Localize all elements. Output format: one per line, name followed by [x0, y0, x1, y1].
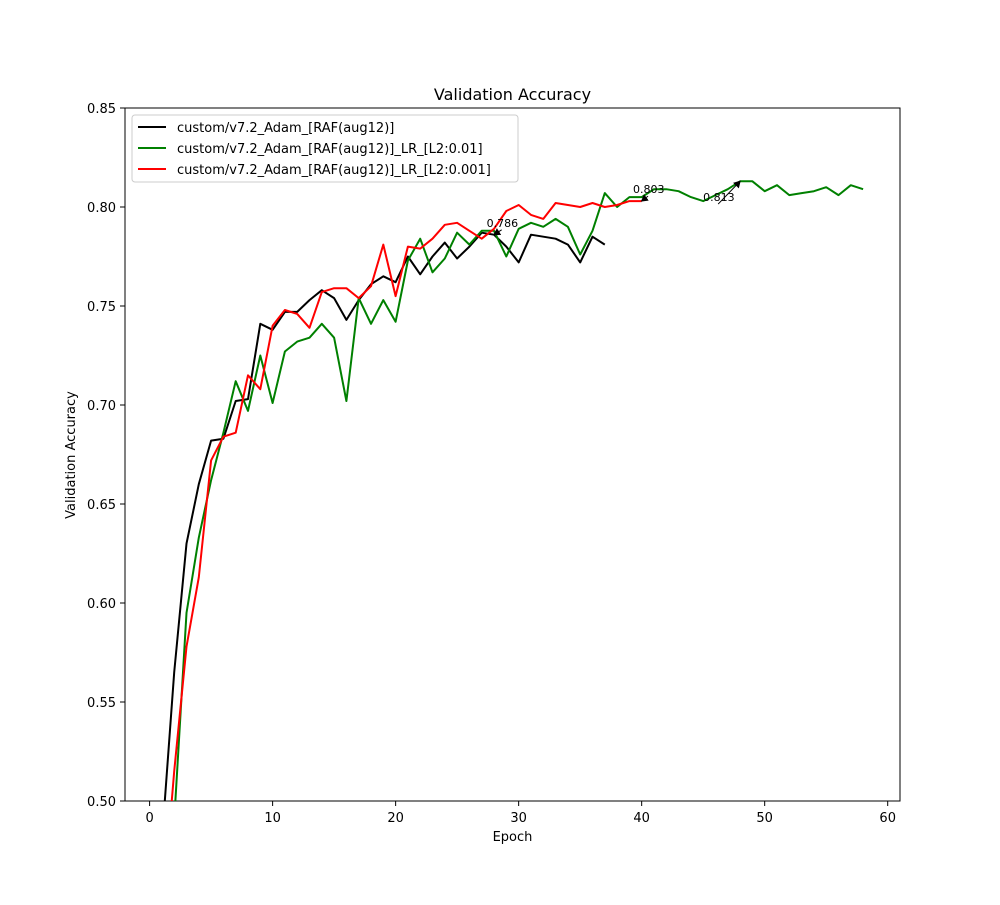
series-layer	[163, 180, 864, 801]
y-tick-label: 0.60	[87, 597, 116, 612]
x-tick-label: 60	[879, 811, 896, 826]
legend-label-2: custom/v7.2_Adam_[RAF(aug12)]_LR_[L2:0.0…	[177, 163, 491, 178]
y-tick-label: 0.80	[87, 201, 116, 216]
series-line-1	[174, 180, 864, 801]
y-axis-ticks: 0.50 0.55 0.60 0.65 0.70 0.75 0.80 0.85	[87, 102, 125, 810]
chart-title: Validation Accuracy	[434, 85, 591, 104]
annotation-arrow-0	[493, 228, 502, 236]
series-line-0	[163, 231, 606, 801]
legend: custom/v7.2_Adam_[RAF(aug12)] custom/v7.…	[131, 114, 519, 183]
x-tick-label: 10	[264, 811, 281, 826]
annotation-arrow-2	[717, 180, 741, 205]
y-tick-label: 0.65	[87, 498, 116, 513]
y-axis-label: Validation Accuracy	[64, 391, 79, 519]
y-tick-label: 0.85	[87, 102, 116, 117]
series-line-2	[170, 200, 642, 801]
x-axis-ticks: 0 10 20 30 40 50 60	[145, 801, 896, 826]
legend-label-1: custom/v7.2_Adam_[RAF(aug12)]_LR_[L2:0.0…	[177, 142, 483, 157]
y-tick-label: 0.50	[87, 795, 116, 810]
annotation-label-2: 0.813	[703, 191, 735, 204]
annotation-label-1: 0.803	[633, 183, 665, 196]
plot-area	[124, 107, 901, 802]
annotation-label-0: 0.786	[487, 217, 518, 230]
y-tick-label: 0.75	[87, 300, 116, 315]
y-tick-label: 0.70	[87, 399, 116, 414]
x-tick-label: 20	[387, 811, 404, 826]
x-tick-label: 30	[510, 811, 527, 826]
legend-box	[131, 114, 519, 183]
annotations-layer: 0.786 0.803 0.813	[487, 180, 741, 236]
y-tick-label: 0.55	[87, 696, 116, 711]
legend-label-0: custom/v7.2_Adam_[RAF(aug12)]	[177, 121, 394, 136]
x-tick-label: 40	[633, 811, 650, 826]
x-tick-label: 50	[756, 811, 773, 826]
x-tick-label: 0	[145, 811, 153, 826]
x-axis-label: Epoch	[493, 830, 533, 845]
annotation-arrow-1	[640, 194, 649, 202]
